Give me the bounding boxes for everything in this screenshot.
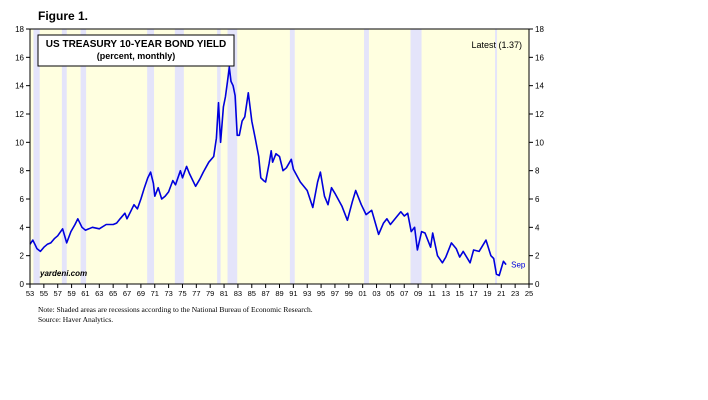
notes: Note: Shaded areas are recessions accord… <box>38 305 313 325</box>
recession-band-10 <box>495 29 498 284</box>
series-layer <box>29 66 507 277</box>
note-text: Note: Shaded areas are recessions accord… <box>38 305 313 314</box>
x-tick-label-83: 83 <box>234 289 242 298</box>
y-tick-label-right-4: 4 <box>535 223 540 232</box>
x-tick-label-11: 11 <box>428 289 436 298</box>
x-tick-label-21: 21 <box>497 289 505 298</box>
recession-band-0 <box>33 29 40 284</box>
y-tick-label-right-8: 8 <box>535 167 540 176</box>
watermark: yardeni.com <box>39 269 87 278</box>
x-tick-label-53: 53 <box>26 289 34 298</box>
y-tick-label-right-18: 18 <box>535 25 544 34</box>
chart-subtitle: (percent, monthly) <box>97 51 176 61</box>
yield-chart: 0 0 2 2 4 4 6 6 8 8 10 10 12 12 14 14 16 16 18 18 53 55 57 59 61… <box>15 25 544 298</box>
x-tick-label-59: 59 <box>67 289 75 298</box>
end-label: Sep <box>511 261 526 270</box>
y-tick-label-left-4: 4 <box>20 223 25 232</box>
x-tick-label-17: 17 <box>469 289 477 298</box>
recession-band-3 <box>147 29 155 284</box>
x-tick-label-01: 01 <box>358 289 366 298</box>
y-tick-label-right-6: 6 <box>535 195 540 204</box>
recession-band-6 <box>227 29 238 284</box>
title-box: US TREASURY 10-YEAR BOND YIELD (percent,… <box>37 34 235 67</box>
x-tick-label-65: 65 <box>109 289 117 298</box>
series-line-0 <box>29 66 507 277</box>
x-tick-label-73: 73 <box>164 289 172 298</box>
y-tick-label-left-16: 16 <box>15 53 24 62</box>
y-tick-label-right-12: 12 <box>535 110 544 119</box>
y-tick-label-right-0: 0 <box>535 280 540 289</box>
y-tick-label-right-14: 14 <box>535 82 544 91</box>
x-tick-label-57: 57 <box>54 289 62 298</box>
recession-band-1 <box>61 29 67 284</box>
recession-band-5 <box>217 29 221 284</box>
x-tick-label-61: 61 <box>81 289 89 298</box>
y-tick-label-right-16: 16 <box>535 53 544 62</box>
y-tick-label-left-0: 0 <box>20 280 25 289</box>
x-tick-label-03: 03 <box>372 289 380 298</box>
x-tick-label-75: 75 <box>178 289 186 298</box>
x-tick-label-09: 09 <box>414 289 422 298</box>
x-tick-label-79: 79 <box>206 289 214 298</box>
recession-band-7 <box>289 29 295 284</box>
recession-shading <box>33 29 498 284</box>
x-tick-label-77: 77 <box>192 289 200 298</box>
latest-annotation: Latest (1.37) <box>471 40 522 50</box>
x-tick-label-91: 91 <box>289 289 297 298</box>
recession-band-4 <box>174 29 184 284</box>
x-tick-label-89: 89 <box>275 289 283 298</box>
x-tick-label-55: 55 <box>40 289 48 298</box>
x-tick-label-15: 15 <box>456 289 464 298</box>
y-tick-label-left-14: 14 <box>15 82 24 91</box>
y-tick-label-left-18: 18 <box>15 25 24 34</box>
x-tick-label-19: 19 <box>483 289 491 298</box>
x-tick-label-25: 25 <box>525 289 533 298</box>
y-tick-label-left-2: 2 <box>20 252 25 261</box>
x-tick-label-87: 87 <box>261 289 269 298</box>
x-tick-label-81: 81 <box>220 289 228 298</box>
source-text: Source: Haver Analytics. <box>38 315 114 324</box>
recession-band-2 <box>80 29 87 284</box>
x-tick-label-07: 07 <box>400 289 408 298</box>
x-tick-label-69: 69 <box>137 289 145 298</box>
y-tick-label-left-6: 6 <box>20 195 25 204</box>
axis-ticks: 0 0 2 2 4 4 6 6 8 8 10 10 12 12 14 14 16 16 18 18 53 55 57 59 61… <box>15 25 544 298</box>
x-tick-label-23: 23 <box>511 289 519 298</box>
title-box-frame <box>37 34 235 67</box>
x-tick-label-67: 67 <box>123 289 131 298</box>
x-tick-label-93: 93 <box>303 289 311 298</box>
x-tick-label-99: 99 <box>345 289 353 298</box>
x-tick-label-05: 05 <box>386 289 394 298</box>
recession-band-8 <box>364 29 369 284</box>
y-tick-label-right-2: 2 <box>535 252 540 261</box>
x-tick-label-97: 97 <box>331 289 339 298</box>
y-tick-label-left-8: 8 <box>20 167 25 176</box>
recession-band-9 <box>410 29 422 284</box>
y-tick-label-right-10: 10 <box>535 138 544 147</box>
x-tick-label-63: 63 <box>95 289 103 298</box>
x-tick-label-85: 85 <box>248 289 256 298</box>
x-tick-label-13: 13 <box>442 289 450 298</box>
chart-title: US TREASURY 10-YEAR BOND YIELD <box>46 39 226 50</box>
x-tick-label-95: 95 <box>317 289 325 298</box>
y-tick-label-left-12: 12 <box>15 110 24 119</box>
y-tick-label-left-10: 10 <box>15 138 24 147</box>
x-tick-label-71: 71 <box>151 289 159 298</box>
figure-label: Figure 1. <box>38 9 89 23</box>
